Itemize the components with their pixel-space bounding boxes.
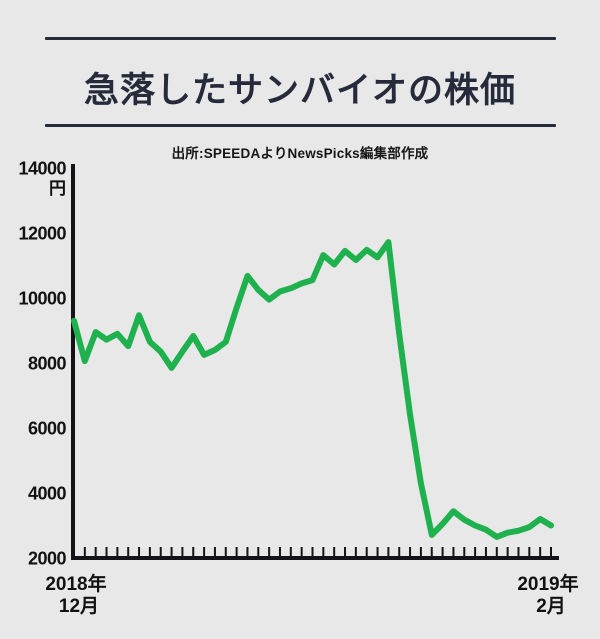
y-axis-unit-label: 円 [49, 179, 66, 198]
x-end-label-line1: 2019年 [517, 572, 578, 595]
y-tick-label-10000: 10000 [18, 289, 66, 309]
x-end-label-line2: 2月 [536, 596, 566, 617]
price-line [71, 239, 554, 540]
y-tick-label-6000: 6000 [28, 419, 67, 439]
y-tick-label-8000: 8000 [28, 354, 67, 374]
title-top-rule [45, 37, 556, 40]
y-tick-label-4000: 4000 [28, 484, 67, 504]
page-title: 急落したサンバイオの株価 [83, 71, 516, 110]
source-note: 出所:SPEEDAよりNewsPicks編集部作成 [171, 146, 429, 161]
title-bottom-rule [45, 124, 556, 127]
x-start-label-line2: 12月 [59, 596, 99, 617]
y-tick-label-14000: 14000 [18, 159, 66, 179]
y-tick-label-12000: 12000 [18, 224, 66, 244]
y-tick-label-2000: 2000 [28, 549, 67, 569]
x-start-label-line1: 2018年 [45, 572, 106, 595]
